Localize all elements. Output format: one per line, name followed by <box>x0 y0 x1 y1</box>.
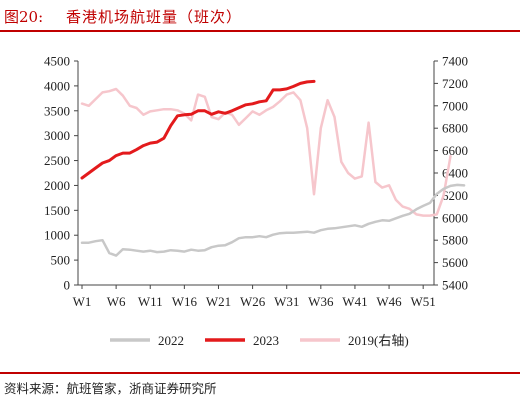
right-tick-label: 5800 <box>442 233 468 248</box>
right-tick-label: 6600 <box>442 143 468 158</box>
x-tick-label: W21 <box>206 294 231 309</box>
left-tick-label: 2000 <box>44 178 70 193</box>
chart-title: 香港机场航班量（班次） <box>66 8 243 26</box>
left-tick-label: 4000 <box>44 78 70 93</box>
legend-label: 2023 <box>253 333 279 348</box>
left-tick-label: 0 <box>64 278 71 293</box>
left-tick-label: 4500 <box>44 54 70 69</box>
top-divider <box>0 30 520 32</box>
left-tick-label: 1000 <box>44 228 70 243</box>
chart-legend: 2022 2023 2019(右轴) <box>110 333 409 348</box>
left-tick-label: 3000 <box>44 128 70 143</box>
figure-label: 图20: <box>4 8 44 26</box>
right-tick-label: 5400 <box>442 278 468 293</box>
right-tick-label: 6200 <box>442 188 468 203</box>
left-tick-label: 3500 <box>44 103 70 118</box>
x-tick-label: W26 <box>240 294 266 309</box>
legend-label: 2022 <box>158 333 184 348</box>
x-tick-label: W1 <box>73 294 92 309</box>
right-tick-label: 7400 <box>442 54 468 69</box>
series-layer <box>80 79 466 257</box>
x-tick-label: W51 <box>411 294 436 309</box>
left-tick-label: 2500 <box>44 153 70 168</box>
series-line-2022 <box>80 183 466 257</box>
chart-axes: 0 500 1000 1500 2000 2500 3000 3500 4000 4500 5400… <box>44 54 468 310</box>
right-tick-label: 7200 <box>442 76 468 91</box>
left-tick-label: 500 <box>51 253 71 268</box>
series-line-2019 <box>80 87 452 217</box>
right-tick-label: 6000 <box>442 210 468 225</box>
title-bar: 图20: 香港机场航班量（班次） <box>0 0 520 30</box>
x-tick-label: W6 <box>107 294 126 309</box>
bottom-divider <box>0 372 520 374</box>
right-tick-label: 6800 <box>442 121 468 136</box>
source-note: 资料来源：航班管家，浙商证券研究所 <box>4 381 217 396</box>
series-line-2023 <box>80 79 316 180</box>
x-tick-label: W11 <box>138 294 163 309</box>
line-chart: 0 500 1000 1500 2000 2500 3000 3500 4000 4500 5400… <box>44 54 468 349</box>
x-tick-label: W41 <box>342 294 367 309</box>
right-tick-label: 7000 <box>442 98 468 113</box>
legend-label: 2019(右轴) <box>348 333 409 348</box>
left-tick-label: 1500 <box>44 203 70 218</box>
x-tick-label: W16 <box>172 294 198 309</box>
x-tick-label: W31 <box>274 294 299 309</box>
x-tick-label: W46 <box>376 294 402 309</box>
x-tick-label: W36 <box>308 294 334 309</box>
right-tick-label: 5600 <box>442 255 468 270</box>
